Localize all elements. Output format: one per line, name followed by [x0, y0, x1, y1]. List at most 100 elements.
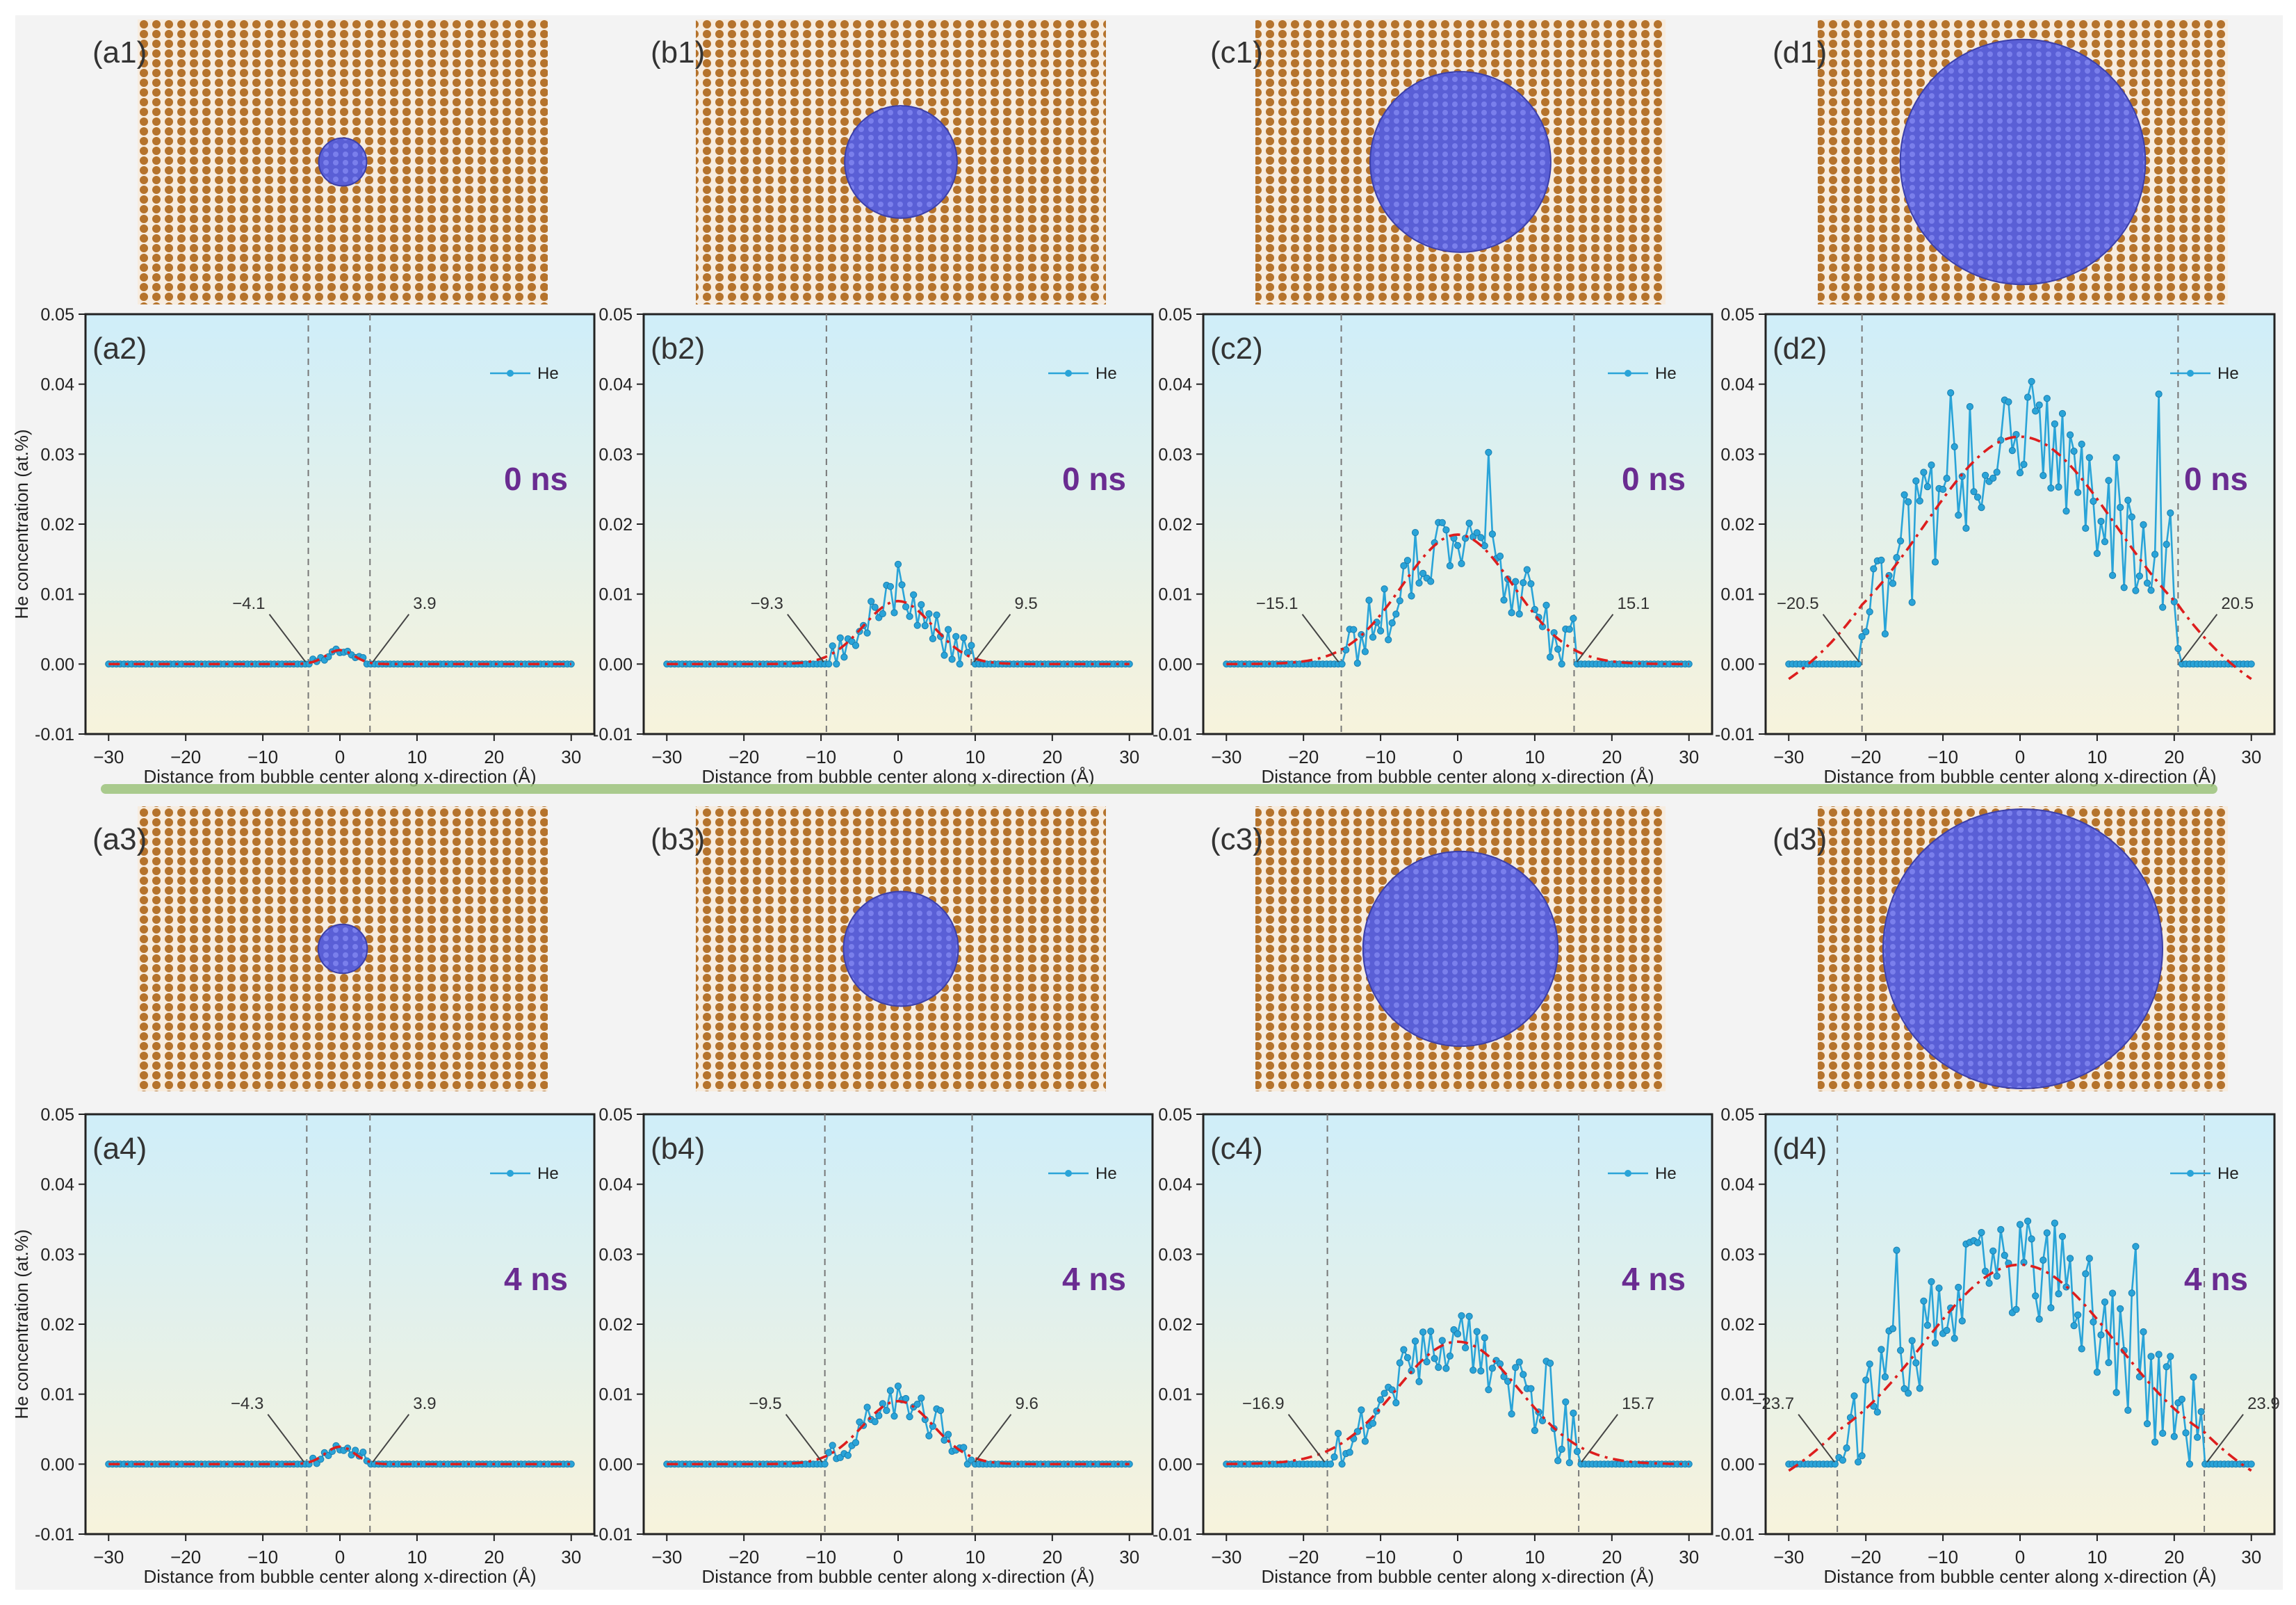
x-tick-label: −20 [1850, 747, 1881, 767]
x-tick-label: 20 [2164, 1547, 2184, 1567]
snapshot-b1: (b1) [651, 19, 1106, 304]
he-data-point [945, 1431, 952, 1438]
he-data-point [2043, 1229, 2051, 1237]
x-tick-label: 10 [2087, 747, 2107, 767]
he-data-point [1462, 1344, 1469, 1352]
he-data-point [1446, 1352, 1454, 1360]
he-data-point [2008, 447, 2016, 455]
x-axis-label: Distance from bubble center along x-dire… [143, 1566, 536, 1587]
he-data-point [2055, 1290, 2062, 1298]
x-tick-label: 0 [1453, 747, 1463, 767]
he-data-point [918, 1394, 925, 1402]
he-data-point [1469, 1367, 1477, 1374]
legend-label: He [1655, 364, 1677, 383]
plot-b2: 0.05 0.04 0.03 0.02 0.01 0.00 -0.01 −30 −20 −10 0 1… [593, 305, 1154, 787]
gaussian-fit-line [667, 1399, 1130, 1466]
x-tick-label: 0 [335, 1547, 345, 1567]
he-data-point [1442, 1364, 1450, 1372]
he-data-point [1485, 448, 1492, 456]
x-tick-label: −10 [1928, 747, 1958, 767]
y-tick-label: -0.01 [1715, 725, 1754, 744]
he-data-point [1403, 557, 1412, 564]
he-data-point [2028, 377, 2035, 385]
right-boundary-arrow [1581, 1414, 1618, 1463]
he-data-point [2143, 579, 2151, 587]
left-boundary-label: −23.7 [1752, 1394, 1794, 1413]
x-tick-label: 30 [1679, 747, 1699, 767]
he-bubble [1369, 71, 1552, 253]
snapshot-c3: (c3) [1210, 806, 1666, 1091]
gaussian-fit-line [108, 1445, 571, 1466]
he-data-point [1547, 653, 1554, 661]
he-data-point [1920, 1297, 1928, 1305]
he-data-point [1427, 578, 1435, 585]
he-data-point [1353, 660, 1361, 667]
he-data-point [1465, 519, 1473, 527]
he-data-point [2247, 1460, 2255, 1468]
he-data-point [1916, 497, 1923, 505]
he-data-point [1570, 614, 1577, 622]
right-boundary-label: 15.7 [1622, 1394, 1654, 1413]
he-data-point [1473, 529, 1481, 537]
plot-c4: 0.05 0.04 0.03 0.02 0.01 0.00 -0.01 −30 −20 −10 0 1… [1153, 1105, 1713, 1587]
he-data-point [875, 1412, 883, 1419]
y-axis-label: He concentration (at.%) [11, 1229, 32, 1419]
he-data-point [836, 634, 844, 642]
panel-label: (a4) [92, 1132, 147, 1166]
x-tick-label: 30 [2241, 747, 2261, 767]
he-data-point [1481, 542, 1488, 550]
he-data-point [2178, 1395, 2185, 1403]
he-data-point [852, 642, 860, 649]
he-data-point [1973, 1239, 1982, 1247]
he-data-point [925, 610, 933, 618]
right-boundary-arrow [372, 614, 410, 662]
right-boundary-arrow [1576, 614, 1614, 662]
he-data-point [1361, 1437, 1369, 1445]
panel-label: (b2) [651, 332, 705, 366]
he-data-point [960, 1444, 968, 1451]
he-data-point [2097, 517, 2105, 526]
he-data-point [925, 1432, 933, 1440]
y-tick-label: 0.05 [40, 305, 74, 325]
he-data-point [2140, 1328, 2147, 1336]
snapshot-d1: (d1) [1773, 19, 2228, 304]
he-data-point [2090, 1318, 2097, 1326]
y-tick-label: 0.00 [599, 655, 633, 674]
he-data-point [1396, 1359, 1403, 1367]
he-data-point [2143, 1420, 2151, 1428]
left-boundary-label: −20.5 [1777, 594, 1819, 613]
he-data-point [2147, 1353, 2155, 1360]
he-data-point [1951, 1335, 1958, 1342]
x-axis-label: Distance from bubble center along x-dire… [701, 766, 1094, 787]
right-boundary-arrow [973, 614, 1011, 662]
he-data-point [1392, 610, 1400, 618]
he-data-point [1473, 1328, 1481, 1335]
y-tick-label: 0.02 [40, 1315, 74, 1335]
plot-d4: 0.05 0.04 0.03 0.02 0.01 0.00 -0.01 −30 −20 −10 0 1… [1715, 1105, 2280, 1587]
he-data-point [1396, 597, 1403, 605]
time-label: 4 ns [1622, 1261, 1686, 1297]
he-data-point [829, 642, 836, 650]
plot-a4: 0.05 0.04 0.03 0.02 0.01 0.00 -0.01 −30 −20 −10 0 1… [35, 1105, 596, 1587]
he-data-point [1993, 469, 2001, 476]
x-tick-label: 30 [561, 747, 581, 767]
he-data-point [1889, 580, 1897, 587]
he-data-point [1685, 1460, 1693, 1468]
he-data-point [1520, 1371, 1527, 1378]
he-data-point [2058, 409, 2067, 418]
legend-marker [507, 370, 514, 377]
x-tick-label: 0 [1453, 1547, 1463, 1567]
he-data-point [894, 560, 902, 568]
he-data-point [2058, 1232, 2067, 1240]
he-data-point [1435, 1364, 1442, 1371]
he-data-point [1562, 1398, 1570, 1406]
he-data-point [1881, 1373, 1889, 1381]
he-data-point [2032, 1292, 2039, 1300]
x-tick-label: −10 [1928, 1547, 1958, 1567]
he-data-point [1547, 1360, 1554, 1367]
x-tick-label: 30 [561, 1547, 581, 1567]
he-data-point [1873, 1408, 1881, 1416]
he-data-point [1989, 1247, 1997, 1255]
y-tick-label: 0.01 [1720, 585, 1754, 605]
he-data-point [968, 642, 975, 649]
